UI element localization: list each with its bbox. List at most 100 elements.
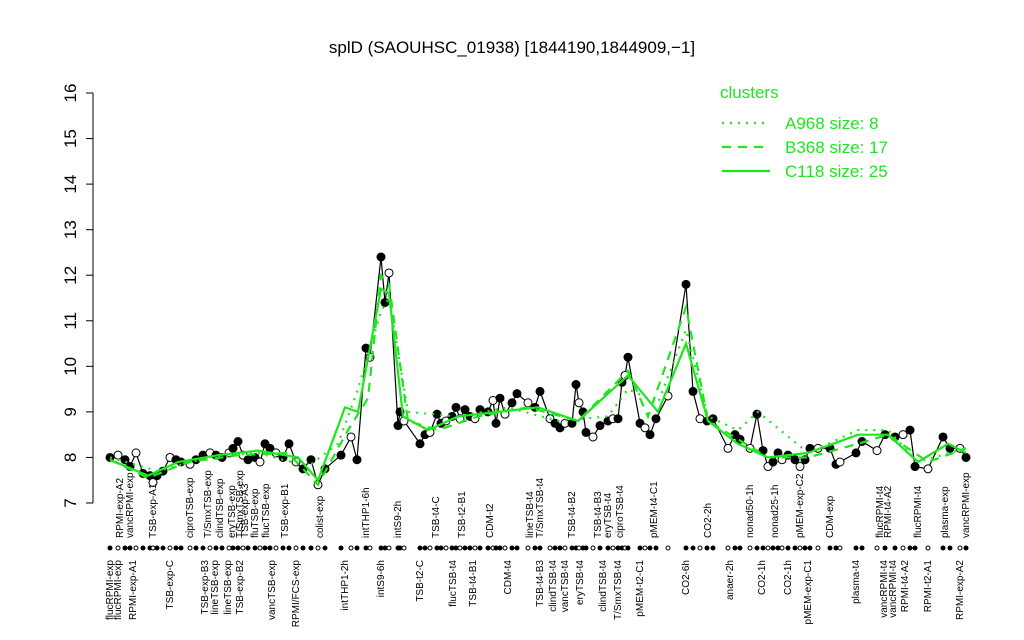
point bbox=[581, 427, 591, 437]
sample-label: flucRPMI-t4 bbox=[875, 485, 886, 538]
sample-label: RPMI-t4-A2 bbox=[900, 560, 911, 613]
sample-dot bbox=[747, 545, 753, 551]
y-tick-label: 13 bbox=[61, 220, 80, 239]
sample-dot bbox=[167, 545, 173, 551]
sample-label: RPMI-t4-A2 bbox=[883, 485, 894, 538]
sample-label: vancTSB-t4 bbox=[560, 560, 571, 613]
point bbox=[255, 457, 265, 467]
sample-dot bbox=[892, 545, 898, 551]
point bbox=[708, 414, 718, 424]
sample-label: intTHP1-6h bbox=[361, 487, 372, 538]
sample-dot bbox=[770, 545, 776, 551]
point bbox=[574, 398, 584, 408]
sample-label: nonad25-1h bbox=[770, 485, 781, 538]
sample-label: RPMI-exp-A2 bbox=[955, 560, 966, 620]
sample-dot bbox=[569, 545, 575, 551]
sample-dot bbox=[308, 545, 314, 551]
sample-label: lineTSB-exp bbox=[223, 560, 234, 615]
sample-label: CO2-2h bbox=[703, 503, 714, 538]
sample-label: fluTSB-exp bbox=[250, 488, 261, 538]
point bbox=[113, 450, 123, 460]
sample-dot bbox=[467, 545, 473, 551]
sample-label: RPMI-exp-A2 bbox=[115, 478, 126, 538]
sample-label: CDM-t4 bbox=[503, 560, 514, 595]
sample-dot bbox=[775, 545, 781, 551]
sample-dot bbox=[562, 545, 568, 551]
sample-dot bbox=[338, 545, 344, 551]
sample-dot bbox=[443, 545, 449, 551]
sample-dot bbox=[422, 545, 428, 551]
sample-dot bbox=[557, 545, 563, 551]
sample-dot bbox=[710, 545, 716, 551]
point bbox=[451, 402, 461, 412]
sample-dot bbox=[160, 545, 166, 551]
sample-dot bbox=[140, 545, 146, 551]
sample-dot bbox=[273, 545, 279, 551]
sample-label: vancRPMI-t4 bbox=[888, 560, 899, 618]
point bbox=[512, 389, 522, 399]
sample-dot bbox=[615, 545, 621, 551]
point bbox=[432, 409, 442, 419]
point bbox=[923, 464, 933, 474]
sample-dot bbox=[397, 545, 403, 551]
cluster-line bbox=[109, 272, 967, 487]
point bbox=[938, 432, 948, 442]
sample-label: vancRPMI-t4 bbox=[879, 560, 890, 618]
legend-title: clusters bbox=[720, 83, 779, 102]
point bbox=[233, 437, 243, 446]
sample-dot bbox=[802, 545, 808, 551]
sample-dot bbox=[597, 545, 603, 551]
point bbox=[688, 386, 698, 396]
sample-dot bbox=[704, 545, 710, 551]
sample-label: vancTSB-exp bbox=[267, 560, 278, 620]
y-tick-label: 15 bbox=[61, 129, 80, 148]
sample-label: eryTSB-exp bbox=[227, 485, 238, 538]
sample-dot bbox=[665, 545, 671, 551]
sample-dot bbox=[683, 545, 689, 551]
sample-dot bbox=[127, 545, 133, 551]
sample-label: TSB-exp-B2 bbox=[235, 560, 246, 615]
sample-dot bbox=[122, 545, 128, 551]
legend-label: A968 size: 8 bbox=[785, 114, 879, 133]
sample-dot bbox=[219, 545, 225, 551]
sample-dot bbox=[552, 545, 558, 551]
sample-label: nonad50-1h bbox=[745, 485, 756, 538]
sample-dot bbox=[583, 545, 589, 551]
sample-label: pMEM-exp-C2 bbox=[795, 473, 806, 538]
sample-label: RPMI-t2-A1 bbox=[923, 560, 934, 613]
point bbox=[384, 268, 394, 278]
sample-dot bbox=[150, 545, 156, 551]
y-tick-label: 8 bbox=[61, 453, 80, 462]
sample-dot bbox=[154, 545, 160, 551]
sample-dot bbox=[760, 545, 766, 551]
y-tick-label: 16 bbox=[61, 84, 80, 103]
sample-label: TSB-t4-B2 bbox=[567, 491, 578, 538]
cluster-line bbox=[109, 287, 967, 483]
point bbox=[613, 414, 623, 424]
sample-label: flucRPMI-t4 bbox=[913, 485, 924, 538]
sample-label: RPMI-exp-A1 bbox=[128, 560, 139, 620]
sample-label: flucRPMI-exp bbox=[113, 560, 124, 620]
sample-label: flucTSB-exp bbox=[261, 483, 272, 538]
sample-dot bbox=[637, 545, 643, 551]
sample-label: CO2-6h bbox=[681, 560, 692, 595]
sample-dot bbox=[837, 545, 843, 551]
sample-dot bbox=[348, 545, 354, 551]
sample-dot bbox=[300, 545, 306, 551]
sample-label: vancRPMI-exp bbox=[125, 472, 136, 538]
sample-label: flucTSB-t4 bbox=[448, 560, 459, 607]
sample-label: vancRPMI-exp bbox=[961, 472, 972, 538]
sample-label: CO2-1h bbox=[783, 560, 794, 595]
point bbox=[535, 386, 545, 396]
sample-label: clindTSB-t4 bbox=[548, 560, 559, 612]
sample-dot bbox=[354, 545, 360, 551]
point bbox=[910, 462, 920, 472]
sample-dot bbox=[590, 545, 596, 551]
sample-dot bbox=[797, 545, 803, 551]
sample-dot bbox=[401, 545, 407, 551]
sample-dot bbox=[576, 545, 582, 551]
sample-dot bbox=[947, 545, 953, 551]
sample-dot bbox=[235, 545, 241, 551]
point bbox=[352, 455, 362, 465]
sample-dot bbox=[940, 545, 946, 551]
